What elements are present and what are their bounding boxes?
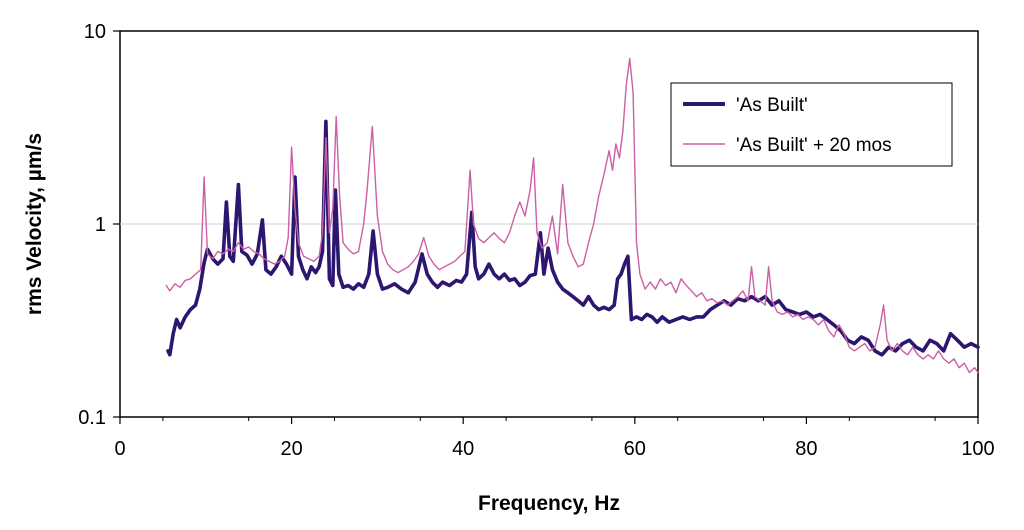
- x-tick-label: 80: [795, 438, 817, 460]
- x-tick-label: 20: [280, 438, 302, 460]
- y-tick-label: 0.1: [78, 407, 106, 429]
- x-tick-label: 40: [452, 438, 474, 460]
- y-tick-label: 10: [84, 21, 106, 43]
- y-axis-title: rms Velocity, µm/s: [23, 133, 46, 315]
- axes: 0 20 40 60 80 100 0.1 1 10: [78, 21, 995, 460]
- y-tick-label: 1: [95, 214, 106, 236]
- x-tick-label: 60: [624, 438, 646, 460]
- series-line-as-built-20mos: [165, 57, 979, 374]
- x-tick-label: 0: [114, 438, 125, 460]
- legend-box: [670, 82, 953, 167]
- series-lines: [165, 57, 980, 374]
- legend-label-as-built: 'As Built': [736, 95, 808, 116]
- legend: 'As Built' 'As Built' + 20 mos: [670, 82, 953, 167]
- x-axis-title: Frequency, Hz: [478, 492, 620, 515]
- series-line-as-built: [166, 119, 980, 357]
- legend-label-as-built-20mos: 'As Built' + 20 mos: [736, 135, 892, 156]
- x-tick-label: 100: [961, 438, 994, 460]
